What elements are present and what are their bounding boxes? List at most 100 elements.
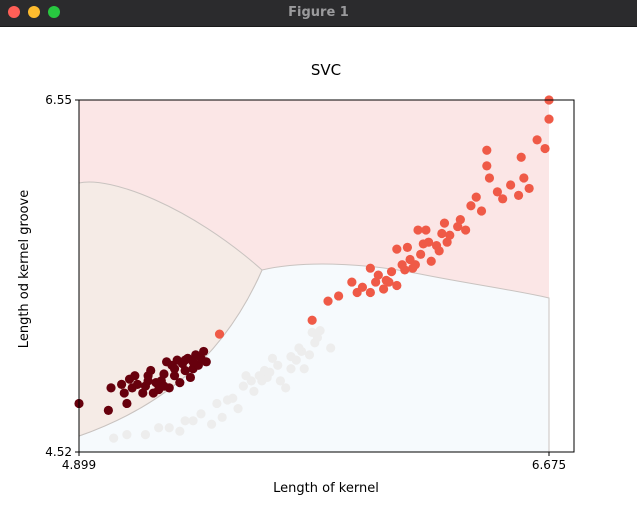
plot-area	[74, 95, 575, 453]
maximize-window-button[interactable]	[48, 6, 60, 18]
minimize-window-button[interactable]	[28, 6, 40, 18]
scatter-point-series-1	[217, 412, 227, 422]
scatter-point-series-0	[159, 381, 169, 391]
scatter-point-series-1	[241, 371, 251, 381]
scatter-point-series-1	[315, 326, 325, 336]
axis-ticks: 4.899 6.675 4.52 6.55	[45, 93, 566, 472]
scatter-point-series-0	[103, 405, 113, 415]
scatter-point-series-2	[373, 270, 383, 280]
scatter-point-series-2	[334, 291, 344, 301]
scatter-point-series-2	[365, 287, 375, 298]
scatter-point-series-2	[402, 242, 413, 252]
scatter-point-series-0	[132, 379, 143, 389]
scatter-point-series-2	[384, 277, 394, 287]
scatter-point-series-2	[371, 277, 381, 287]
scatter-point-series-2	[513, 190, 524, 200]
scatter-points	[74, 95, 554, 443]
scatter-point-series-0	[175, 378, 185, 388]
scatter-point-series-1	[265, 367, 275, 377]
scatter-point-series-2	[476, 206, 487, 216]
scatter-point-series-2	[455, 215, 465, 225]
window-titlebar: Figure 1	[0, 0, 637, 27]
scatter-point-series-2	[466, 201, 476, 211]
scatter-point-series-1	[249, 386, 259, 396]
scatter-point-series-2	[461, 225, 471, 235]
x-axis-label: Length of kernel	[273, 481, 379, 496]
scatter-point-series-1	[180, 416, 190, 426]
scatter-point-series-0	[146, 365, 156, 376]
scatter-point-series-0	[122, 398, 132, 409]
scatter-point-series-1	[122, 430, 132, 440]
scatter-point-series-2	[445, 230, 455, 240]
scatter-point-series-2	[498, 194, 508, 204]
scatter-point-series-2	[357, 282, 368, 292]
scatter-point-series-1	[304, 350, 315, 360]
scatter-point-series-0	[106, 383, 116, 393]
axes-frame	[78, 99, 575, 453]
scatter-point-series-1	[275, 376, 285, 386]
scatter-point-series-1	[257, 376, 267, 386]
scatter-point-series-1	[281, 383, 291, 393]
scatter-point-series-2	[400, 265, 410, 275]
figure-canvas: SVC 4.899 6.675 4.52 6.55 Length of kern…	[17, 61, 575, 496]
scatter-point-series-1	[212, 398, 222, 409]
y-tick-label: 4.52	[45, 445, 72, 459]
scatter-point-series-0	[185, 372, 196, 383]
scatter-point-series-2	[413, 225, 423, 235]
scatter-point-series-1	[267, 353, 278, 363]
scatter-point-series-1	[238, 381, 248, 391]
scatter-point-series-0	[143, 376, 153, 386]
scatter-point-series-2	[307, 315, 317, 325]
scatter-point-series-2	[492, 187, 502, 197]
scatter-point-series-2	[347, 277, 357, 287]
scatter-point-series-2	[516, 152, 526, 162]
scatter-point-series-0	[159, 369, 169, 379]
scatter-point-series-2	[410, 260, 420, 270]
close-window-button[interactable]	[8, 6, 20, 18]
scatter-point-series-2	[506, 180, 516, 190]
scatter-point-series-2	[519, 173, 529, 183]
scatter-point-series-2	[532, 135, 542, 145]
scatter-point-series-1	[206, 419, 217, 429]
scatter-point-series-2	[392, 244, 402, 254]
scatter-point-series-0	[138, 388, 148, 398]
scatter-point-series-1	[140, 430, 151, 440]
scatter-point-series-2	[365, 263, 375, 273]
scatter-point-series-0	[169, 371, 180, 381]
x-tick-label: 4.899	[62, 458, 96, 472]
scatter-point-series-2	[386, 267, 397, 277]
scatter-point-series-2	[484, 173, 495, 183]
scatter-point-series-1	[188, 416, 198, 426]
scatter-point-series-0	[169, 364, 180, 374]
scatter-point-series-2	[442, 237, 452, 247]
scatter-point-series-2	[524, 183, 534, 194]
scatter-point-series-1	[196, 409, 206, 419]
scatter-point-series-1	[307, 327, 317, 337]
scatter-point-series-2	[416, 249, 426, 259]
scatter-point-series-2	[423, 237, 434, 247]
scatter-point-series-2	[426, 256, 436, 266]
scatter-point-series-0	[180, 355, 190, 365]
scatter-point-series-1	[175, 426, 185, 436]
scatter-point-series-2	[471, 192, 481, 202]
scatter-point-series-2	[392, 280, 402, 291]
scatter-point-series-2	[434, 246, 444, 256]
scatter-point-series-0	[130, 371, 140, 381]
scatter-point-series-1	[273, 360, 283, 370]
scatter-point-series-2	[437, 228, 447, 239]
scatter-point-series-1	[164, 423, 174, 433]
scatter-point-series-2	[540, 143, 550, 154]
scatter-point-series-2	[379, 284, 389, 294]
scatter-point-series-0	[188, 357, 198, 367]
scatter-point-series-1	[326, 343, 336, 353]
y-axis-label: Length od kernel groove	[17, 190, 32, 348]
scatter-point-series-1	[286, 352, 296, 362]
scatter-point-series-2	[214, 329, 225, 339]
window-title: Figure 1	[288, 5, 349, 20]
scatter-point-series-1	[294, 343, 304, 353]
scatter-point-series-1	[286, 364, 296, 374]
scatter-point-series-2	[482, 145, 492, 155]
plot-title: SVC	[311, 61, 341, 79]
scatter-point-series-0	[201, 357, 211, 367]
scatter-point-series-1	[109, 433, 119, 443]
